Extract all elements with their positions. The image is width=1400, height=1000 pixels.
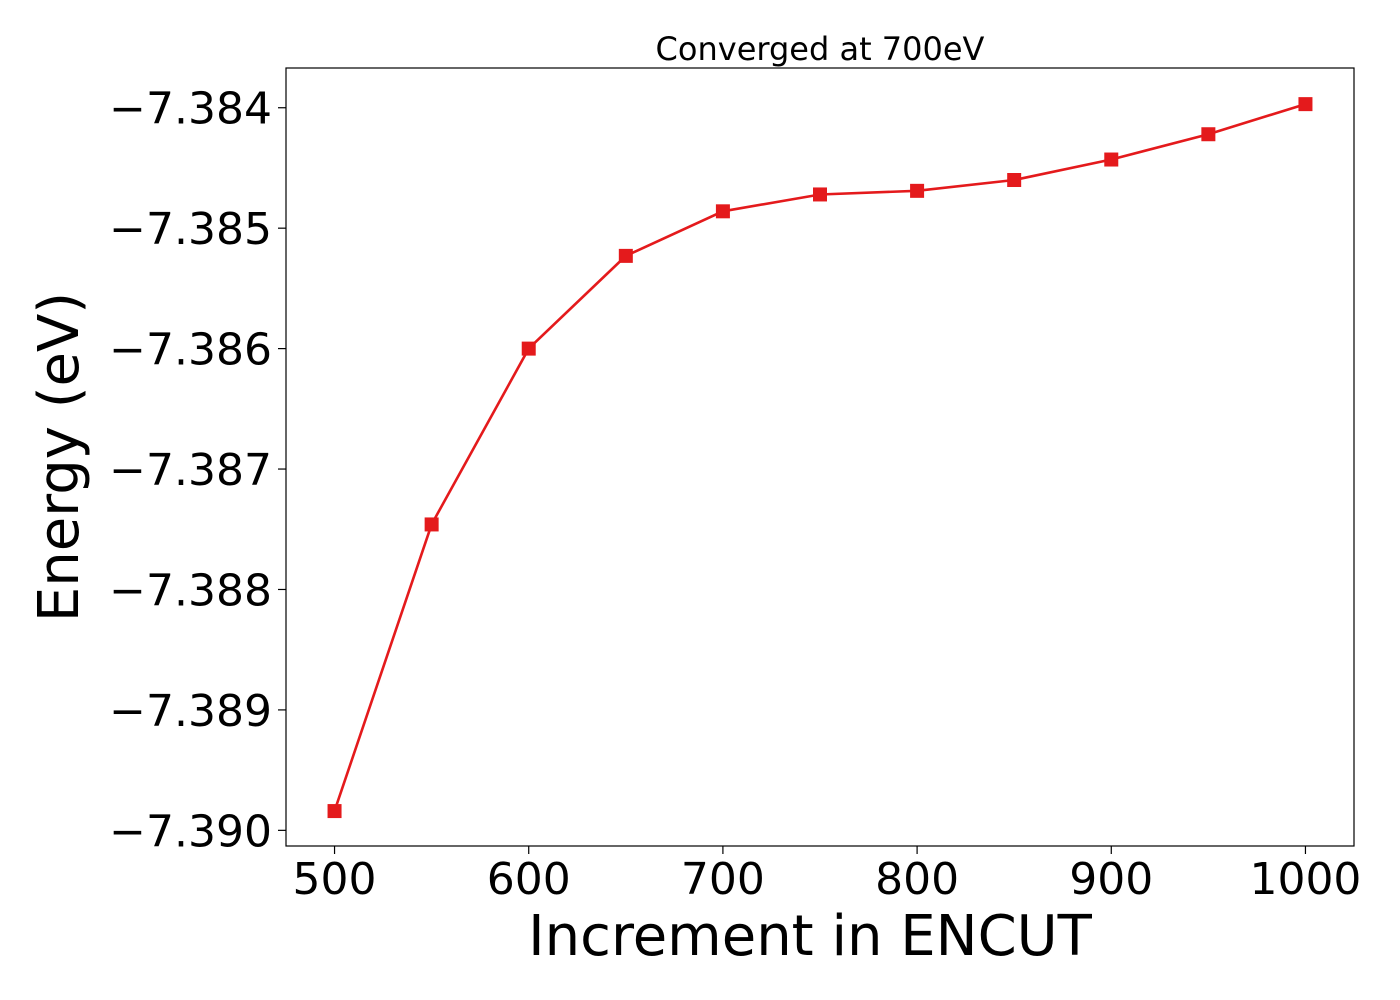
y-tick-label: −7.388: [109, 565, 272, 616]
x-tick-label: 900: [1069, 854, 1153, 905]
data-point: [424, 517, 439, 532]
data-point: [1007, 173, 1022, 188]
y-axis-label: Energy (eV): [27, 292, 92, 622]
x-tick-label: 700: [681, 854, 765, 905]
y-axis: −7.384 −7.385 −7.386 −7.387 −7.388 −7.389 −7.3…: [109, 84, 286, 857]
data-point: [1201, 127, 1216, 142]
y-tick-label: −7.387: [109, 445, 272, 496]
data-point: [910, 183, 925, 198]
plot-frame: [285, 67, 1355, 847]
y-tick-label: −7.390: [109, 806, 272, 857]
y-tick-label: −7.384: [109, 84, 272, 135]
data-point: [618, 248, 633, 263]
series-layer: [327, 97, 1313, 819]
data-point: [521, 341, 536, 356]
x-tick-label: 600: [487, 854, 571, 905]
x-tick-label: 1000: [1249, 854, 1361, 905]
data-point: [715, 204, 730, 219]
data-point: [1104, 152, 1119, 167]
series-line: [333, 102, 1306, 812]
x-tick-label: 500: [293, 854, 377, 905]
x-tick-label: 800: [875, 854, 959, 905]
x-axis: 500 600 700 800 900 1000: [293, 846, 1361, 905]
data-point: [327, 804, 342, 819]
chart-title: Converged at 700eV: [656, 30, 985, 68]
data-point: [813, 187, 827, 202]
y-tick-label: −7.389: [109, 686, 272, 737]
x-axis-label: Increment in ENCUT: [528, 904, 1093, 969]
y-tick-label: −7.386: [109, 325, 272, 376]
data-point: [1298, 97, 1313, 112]
y-tick-label: −7.385: [109, 204, 272, 255]
